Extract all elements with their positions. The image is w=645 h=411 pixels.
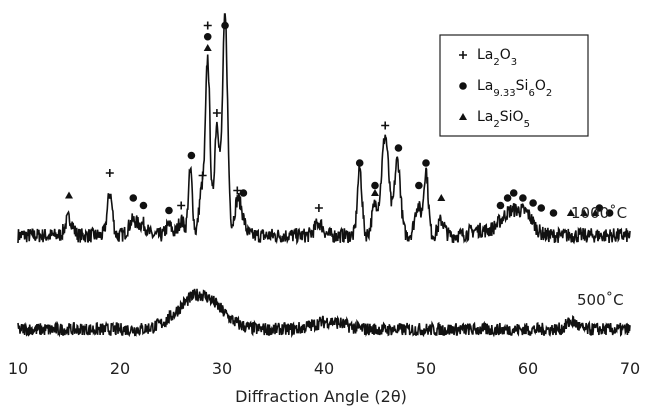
peak-marker-circle xyxy=(355,159,364,167)
peak-marker-circle xyxy=(503,194,512,202)
peak-marker-circle xyxy=(595,204,604,212)
peak-marker-plus xyxy=(105,169,114,177)
peak-marker-circle xyxy=(165,206,173,215)
legend-label: La2SiO5 xyxy=(477,109,530,130)
legend-marker-circle xyxy=(459,82,467,90)
peak-marker-circle xyxy=(422,159,430,167)
legend-label: La9.33Si6O2 xyxy=(477,78,552,99)
peak-marker-circle xyxy=(415,181,423,190)
peak-marker-circle xyxy=(549,209,558,217)
peak-marker-circle xyxy=(509,189,518,197)
peak-marker-triangle xyxy=(566,209,575,216)
x-tick-label: 50 xyxy=(416,359,436,378)
peak-marker-circle xyxy=(239,189,248,197)
peak-marker-plus xyxy=(212,109,221,117)
peak-marker-triangle xyxy=(580,209,589,216)
peak-marker-circle xyxy=(221,21,229,30)
x-axis-title: Diffraction Angle (2θ) xyxy=(235,387,407,406)
x-tick-label: 30 xyxy=(212,359,232,378)
peak-marker-circle xyxy=(129,194,138,202)
x-axis: 10 20 30 40 50 60 70 xyxy=(8,359,640,378)
peak-marker-circle xyxy=(187,151,196,160)
peak-marker-circle xyxy=(496,201,505,210)
peak-marker-circle xyxy=(519,194,527,202)
peak-marker-circle xyxy=(139,201,148,210)
peak-marker-plus xyxy=(233,186,242,195)
series-layer xyxy=(17,13,631,339)
peak-marker-plus xyxy=(314,204,323,212)
peak-marker-circle xyxy=(537,204,546,212)
peak-marker-plus xyxy=(177,201,186,210)
peak-marker-triangle xyxy=(437,194,446,201)
series-line-500c xyxy=(17,288,631,339)
legend-marker-plus xyxy=(459,51,467,59)
x-tick-label: 70 xyxy=(620,359,640,378)
series-line-1000c xyxy=(17,13,631,246)
series-label-1000c: 1000˚C xyxy=(571,204,627,222)
x-tick-label: 20 xyxy=(110,359,130,378)
legend-items: La2O3 La9.33Si6O2 La2SiO5 xyxy=(459,47,552,130)
peak-marker-triangle xyxy=(371,189,379,196)
legend-label: La2O3 xyxy=(477,47,517,68)
peak-marker-plus xyxy=(203,21,212,30)
peak-marker-circle xyxy=(203,32,212,41)
peak-marker-triangle xyxy=(591,209,600,216)
peak-marker-plus xyxy=(381,121,390,130)
peak-marker-circle xyxy=(605,209,614,217)
x-tick-label: 40 xyxy=(314,359,334,378)
x-tick-label: 60 xyxy=(518,359,538,378)
peak-marker-circle xyxy=(394,144,403,152)
x-tick-label: 10 xyxy=(8,359,28,378)
peak-marker-circle xyxy=(529,199,537,207)
legend-marker-triangle xyxy=(459,113,467,120)
marker-layer xyxy=(65,21,614,217)
peak-marker-plus xyxy=(198,171,207,180)
peak-marker-triangle xyxy=(65,191,73,199)
peak-marker-triangle xyxy=(203,44,212,51)
legend: La2O3 La9.33Si6O2 La2SiO5 xyxy=(439,34,589,137)
series-label-500c: 500˚C xyxy=(577,291,624,309)
peak-marker-circle xyxy=(371,181,379,190)
